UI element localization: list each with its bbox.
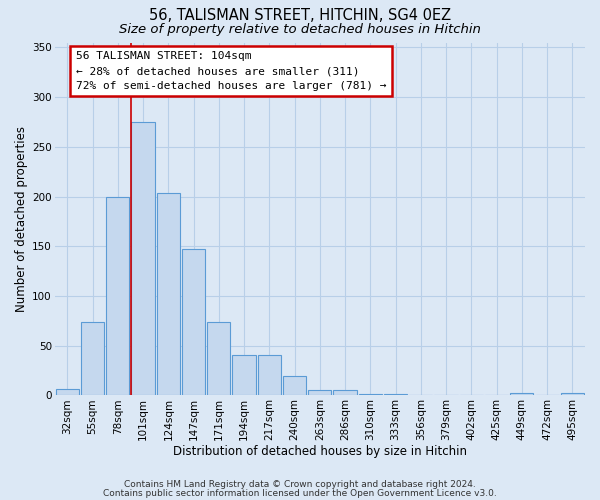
Text: Contains HM Land Registry data © Crown copyright and database right 2024.: Contains HM Land Registry data © Crown c… — [124, 480, 476, 489]
Bar — [283, 376, 306, 396]
Bar — [510, 394, 533, 396]
Bar — [207, 322, 230, 396]
Text: 56, TALISMAN STREET, HITCHIN, SG4 0EZ: 56, TALISMAN STREET, HITCHIN, SG4 0EZ — [149, 8, 451, 22]
Text: Size of property relative to detached houses in Hitchin: Size of property relative to detached ho… — [119, 22, 481, 36]
Y-axis label: Number of detached properties: Number of detached properties — [15, 126, 28, 312]
Bar — [81, 322, 104, 396]
Text: Contains public sector information licensed under the Open Government Licence v3: Contains public sector information licen… — [103, 488, 497, 498]
Bar — [384, 394, 407, 396]
Bar — [334, 390, 357, 396]
Bar — [308, 390, 331, 396]
Bar — [258, 354, 281, 396]
Bar — [56, 390, 79, 396]
Text: 56 TALISMAN STREET: 104sqm
← 28% of detached houses are smaller (311)
72% of sem: 56 TALISMAN STREET: 104sqm ← 28% of deta… — [76, 52, 386, 91]
Bar — [106, 196, 130, 396]
Bar — [131, 122, 155, 396]
Bar — [561, 394, 584, 396]
Bar — [157, 192, 180, 396]
X-axis label: Distribution of detached houses by size in Hitchin: Distribution of detached houses by size … — [173, 444, 467, 458]
Bar — [232, 354, 256, 396]
Bar — [359, 394, 382, 396]
Bar — [182, 250, 205, 396]
